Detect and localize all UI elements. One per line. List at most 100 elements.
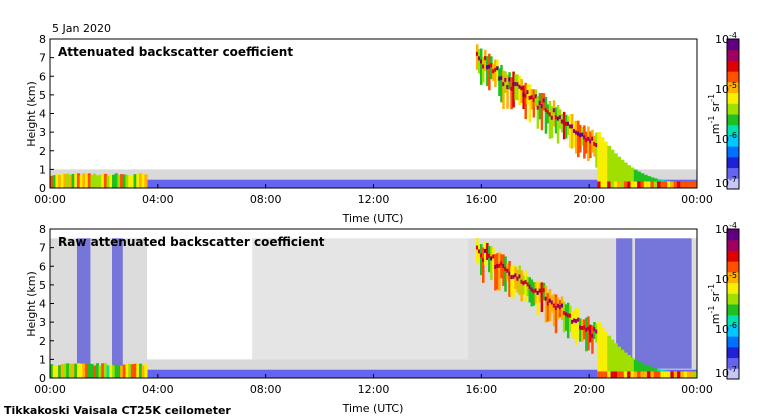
cloud-cell — [528, 277, 532, 303]
cloud-core — [570, 319, 574, 324]
cloud-core — [564, 312, 568, 317]
surface-echo — [613, 181, 618, 188]
descending-cloud-cell — [637, 361, 641, 378]
x-tick-label: 04:00 — [142, 383, 174, 396]
cloud-core — [528, 95, 532, 100]
y-tick-label: 0 — [39, 372, 46, 385]
cloud-cell — [554, 294, 558, 334]
boundary-layer-cell — [136, 173, 140, 188]
boundary-layer-cell — [66, 173, 70, 188]
surface-layer — [50, 179, 697, 188]
cloud-core — [575, 318, 578, 323]
descending-cloud-cell — [627, 165, 632, 188]
cloud-core — [544, 107, 548, 112]
colorbar-segment — [727, 178, 739, 190]
cloud-cell — [490, 246, 493, 280]
cloud-cell — [506, 74, 509, 109]
boundary-layer-cell — [60, 364, 64, 378]
boundary-layer-cell — [63, 363, 67, 378]
cloud-cell — [522, 85, 525, 110]
colorbar-units: m-1 sr-1 — [707, 94, 722, 134]
cloud-cell — [593, 135, 596, 157]
colorbar-segment — [727, 156, 739, 169]
descending-cloud-cell — [597, 132, 602, 188]
cloud-core — [520, 279, 523, 284]
cloud-cell — [548, 100, 552, 139]
panel-raw-attenuated: Raw attenuated backscatter coefficient 0… — [25, 221, 740, 415]
cloud-core — [581, 326, 584, 331]
surface-echo — [627, 371, 632, 378]
surface-echo — [650, 371, 655, 378]
boundary-layer-cell — [95, 363, 100, 378]
cloud-core — [500, 76, 503, 81]
cloud-core — [564, 121, 568, 126]
descending-cloud-cell — [643, 174, 648, 188]
colorbar-frame — [726, 228, 740, 380]
colorbar-segment — [727, 229, 739, 241]
boundary-layer-cell — [130, 364, 135, 378]
surface-echo — [630, 371, 635, 378]
boundary-layer-cell — [138, 173, 143, 188]
surface-echo — [663, 371, 668, 378]
surface-echo — [677, 371, 681, 378]
cloud-cell — [585, 131, 588, 154]
boundary-layer-cell — [133, 363, 137, 378]
cloud-core — [536, 105, 540, 110]
descending-cloud-cell — [607, 145, 612, 188]
x-axis-title: Time (UTC) — [342, 402, 404, 415]
surface-echo — [633, 181, 638, 188]
cloud-cell — [560, 296, 564, 321]
colorbar-frame — [726, 38, 740, 190]
cloud-cell — [508, 260, 511, 297]
colorbar-segment — [727, 71, 739, 83]
cloud-cell — [579, 318, 582, 342]
cloud-cell — [524, 270, 527, 302]
cloud-core — [552, 108, 556, 113]
descending-cloud-cell — [633, 359, 638, 378]
cloud-cell — [562, 111, 566, 140]
cloud-core — [568, 313, 572, 318]
cloud-core — [514, 273, 517, 278]
descending-cloud-cell — [620, 349, 625, 378]
cloud-cell — [575, 120, 578, 154]
surface-echo — [677, 181, 681, 188]
cloud-core — [538, 288, 542, 293]
surface-echo — [647, 371, 651, 378]
cloud-core — [593, 141, 596, 146]
cloud-core — [558, 305, 562, 310]
boundary-layer-cell — [79, 363, 83, 378]
cloud-cell — [496, 59, 499, 82]
cloud-core — [540, 291, 544, 296]
cloud-cell — [502, 70, 505, 110]
surface-echo — [597, 371, 602, 378]
colorbar-segment — [727, 357, 739, 369]
cloud-cell — [577, 308, 580, 340]
cloud-cell — [564, 304, 568, 331]
cloud-core — [550, 300, 554, 305]
y-ticks: 0 1 2 3 4 5 6 7 8 — [39, 223, 54, 385]
boundary-layer-cell — [93, 173, 97, 188]
cloud-core — [492, 254, 495, 259]
cloud-core — [579, 133, 582, 138]
boundary-layer-cell — [125, 363, 129, 378]
cloud-cell — [562, 301, 566, 333]
cloud-cell — [546, 292, 550, 322]
cloud-cell — [552, 293, 556, 327]
cloud-core — [486, 248, 489, 253]
cloud-core — [508, 77, 511, 82]
boundary-layer-cell — [101, 173, 105, 188]
cloud-cell — [528, 84, 532, 123]
cloud-cell — [570, 312, 574, 338]
panel-attenuated: Attenuated backscatter coefficient 0 1 2 3 4… — [25, 31, 740, 225]
colorbar-segment — [727, 271, 739, 284]
surface-echo — [660, 371, 665, 378]
cloud-core — [496, 264, 499, 269]
boundary-layer-cell — [122, 364, 126, 378]
surface-echo — [683, 371, 688, 378]
cloud-core — [591, 136, 594, 141]
boundary-layer-cell — [93, 365, 97, 378]
cloud-cell — [514, 74, 517, 101]
boundary-layer-cell — [82, 173, 86, 188]
cloud-core — [558, 115, 562, 120]
cloud-cell — [536, 280, 540, 315]
